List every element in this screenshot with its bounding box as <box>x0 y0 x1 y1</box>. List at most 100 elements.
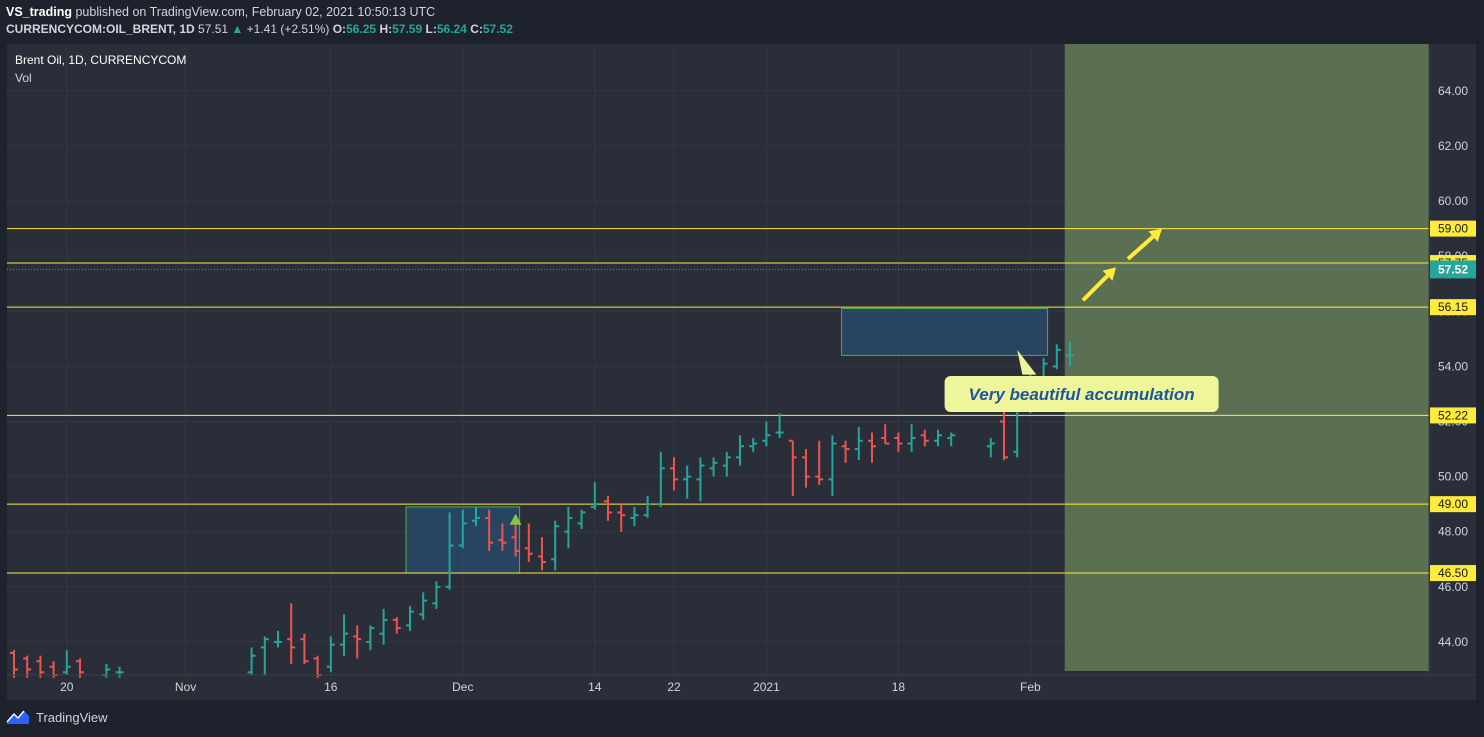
level-price-label: 49.00 <box>1438 497 1468 511</box>
ohlc-bar <box>511 523 520 557</box>
ohlc-bar <box>300 633 309 664</box>
time-tick-label: 14 <box>588 680 602 694</box>
up-right-arrow-icon <box>1126 228 1162 261</box>
ohlc-bar <box>947 432 956 447</box>
ohlc-bar <box>696 457 705 502</box>
ohlc-bar <box>247 647 256 675</box>
ohlc-bar <box>986 438 995 458</box>
price-change: +1.41 (+2.51%) <box>246 22 330 36</box>
legend-vol: Vol <box>15 71 32 85</box>
time-tick-label: 18 <box>892 680 906 694</box>
price-tick-label: 46.00 <box>1438 580 1468 594</box>
ohlc-bar <box>868 432 876 463</box>
ohlc-bar <box>828 435 837 496</box>
time-tick-label: 2021 <box>753 680 780 694</box>
last-price: 57.51 <box>198 22 229 36</box>
price-axis[interactable]: 44.0046.0048.0050.0052.0054.0056.0058.00… <box>1430 84 1476 649</box>
ohlc-bar <box>379 608 388 645</box>
ohlc-bar <box>115 666 124 678</box>
price-tick-label: 50.00 <box>1438 470 1468 484</box>
time-tick-label: 22 <box>667 680 681 694</box>
last-price-label: 57.52 <box>1438 262 1468 276</box>
level-price-badge <box>1430 220 1476 237</box>
ohlc-bar <box>604 495 612 521</box>
time-tick-label: Nov <box>175 680 196 694</box>
ohlc-bar <box>274 630 282 648</box>
ohlc-bar <box>815 440 824 485</box>
time-tick-label: Dec <box>452 680 473 694</box>
price-tick-label: 62.00 <box>1438 139 1468 153</box>
horizontal-levels[interactable] <box>7 228 1429 574</box>
time-tick-label: 20 <box>60 680 74 694</box>
ohlc-bar <box>366 625 375 651</box>
open-label: O: <box>332 22 347 36</box>
close-label: C: <box>470 22 483 36</box>
ohlc-bar <box>458 509 467 549</box>
annotation-callout <box>944 376 1219 413</box>
ohlc-bar <box>419 592 428 620</box>
level-price-label: 52.22 <box>1438 408 1468 422</box>
ohlc-bar <box>802 449 810 488</box>
last-price-badge <box>1430 260 1476 279</box>
ohlc-bar <box>762 421 771 447</box>
brand-name[interactable]: TradingView <box>36 709 108 725</box>
ohlc-bar <box>617 504 626 532</box>
ohlc-bar <box>287 603 296 664</box>
callout-pointer <box>1017 349 1037 375</box>
ohlc-bar <box>1052 344 1061 370</box>
ohlc-bar <box>445 512 454 590</box>
ohlc-bar <box>62 650 71 675</box>
time-axis[interactable]: 20 Nov 16 Dec 14 22 2021 18 Feb <box>60 680 1041 694</box>
ohlc-bar <box>630 506 639 527</box>
ohlc-bar <box>722 451 731 477</box>
arrow-head <box>1102 267 1116 281</box>
legend-title: Brent Oil, 1D, CURRENCYCOM <box>15 53 186 67</box>
author-name[interactable]: VS_trading <box>6 5 72 19</box>
level-price-badge <box>1430 496 1476 513</box>
level-price-label: 46.50 <box>1438 566 1468 580</box>
ohlc-bar <box>472 506 480 527</box>
ohlc-bar <box>656 451 665 507</box>
ohlc-bar <box>881 424 890 445</box>
ohlc-bar <box>353 625 362 659</box>
ohlc-bar <box>775 413 784 439</box>
price-tick-label: 54.00 <box>1438 359 1468 373</box>
ohlc-bar <box>670 457 678 491</box>
arrow-head <box>1148 228 1162 242</box>
ohlc-bar <box>392 617 401 634</box>
ohlc-bar <box>788 439 797 496</box>
price-tick-label: 64.00 <box>1438 84 1468 98</box>
ohlc-bar <box>551 520 560 571</box>
ohlc-bar <box>1066 341 1074 367</box>
ohlc-bar <box>498 523 507 552</box>
accumulation-box-jan <box>841 308 1049 356</box>
ohlc-bar <box>749 438 758 452</box>
level-price-badge <box>1430 407 1476 424</box>
tradingview-logo-icon[interactable] <box>6 709 30 725</box>
low-value: 56.24 <box>436 22 467 36</box>
arrow-shaft <box>1126 235 1155 261</box>
level-price-badge <box>1430 565 1476 582</box>
published-text: published on TradingView.com, February 0… <box>75 5 436 19</box>
ohlc-bar <box>23 655 32 678</box>
triangle-up-icon: ▲ <box>231 22 244 36</box>
ohlc-bar <box>854 427 863 461</box>
high-label: H: <box>379 22 393 36</box>
ohlc-bar <box>564 506 573 549</box>
level-price-label: 59.00 <box>1438 222 1468 236</box>
ohlc-bars <box>10 341 1074 678</box>
ohlc-bar <box>577 509 586 529</box>
annotation-text: Very beautiful accumulation <box>969 385 1195 404</box>
ohlc-bar <box>36 655 45 678</box>
target-zone <box>1064 44 1429 671</box>
arrow-shaft <box>1081 274 1109 302</box>
ohlc-bar <box>736 435 744 466</box>
low-label: L: <box>425 22 437 36</box>
high-value: 57.59 <box>392 22 423 36</box>
price-tick-label: 60.00 <box>1438 194 1468 208</box>
publish-header: VS_trading published on TradingView.com,… <box>6 4 435 20</box>
price-tick-label: 44.00 <box>1438 635 1468 649</box>
ohlc-bar <box>538 537 546 571</box>
ohlc-bar <box>643 495 652 518</box>
